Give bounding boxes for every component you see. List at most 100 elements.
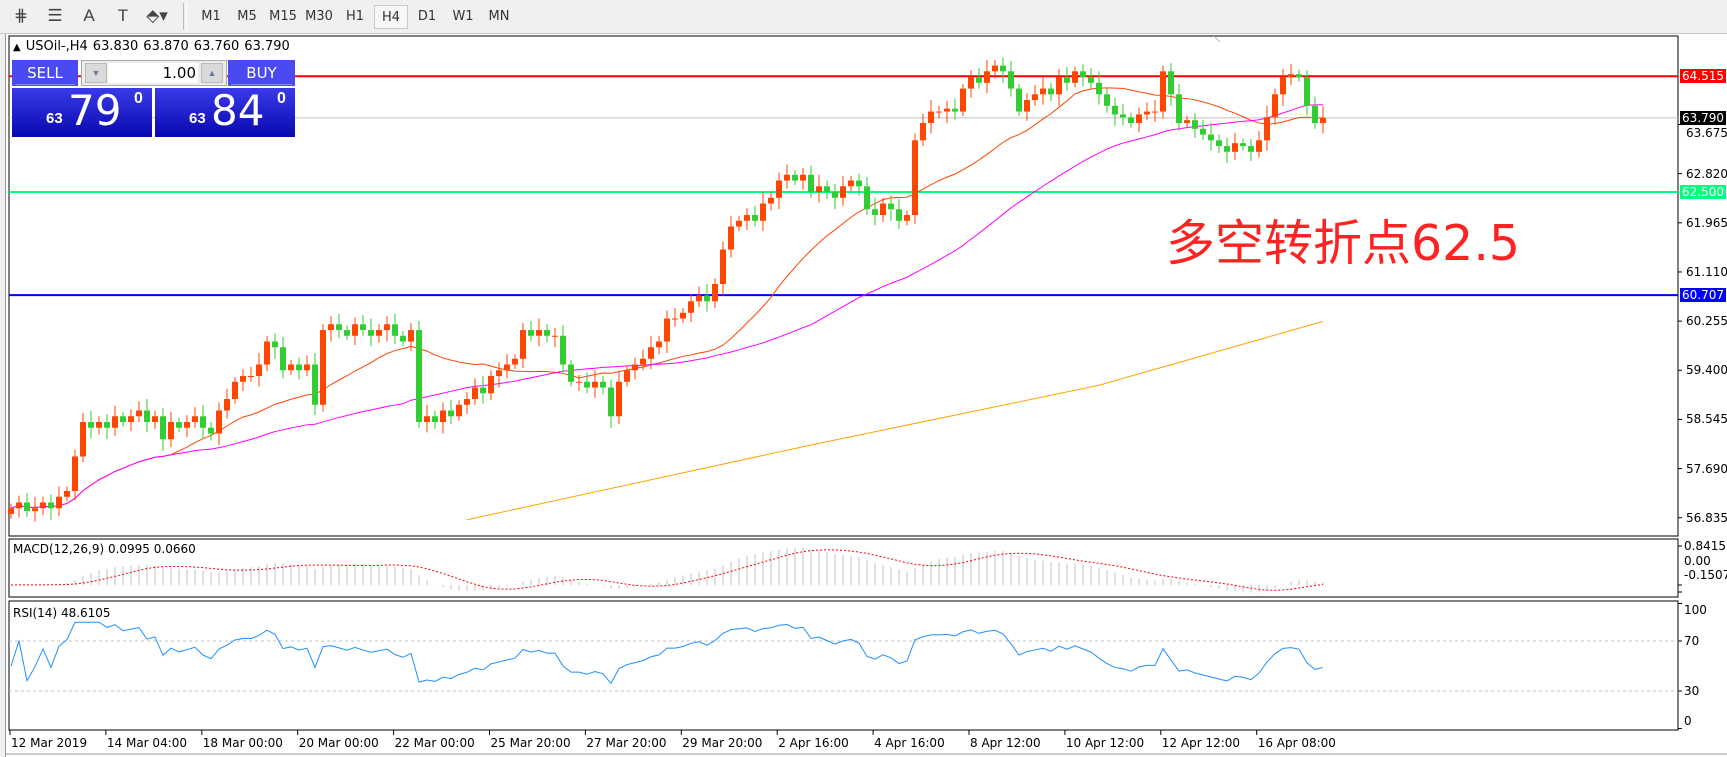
candle-body xyxy=(976,77,982,83)
rsi-axis-label: 30 xyxy=(1684,684,1700,698)
candle-body xyxy=(112,416,118,428)
timeframe-m1-button[interactable]: M1 xyxy=(201,9,221,24)
candle-body xyxy=(608,387,614,417)
macd-indicator-label: MACD(12,26,9) 0.0995 0.0660 xyxy=(13,542,196,556)
candle-body xyxy=(368,330,374,336)
date-axis-label: 8 Apr 12:00 xyxy=(970,736,1041,750)
sell-price-box[interactable]: 63 79 0 xyxy=(12,86,152,137)
candle-body xyxy=(1144,111,1150,115)
candle-body xyxy=(952,108,958,112)
candle-body xyxy=(336,324,342,331)
candles xyxy=(8,57,1326,522)
candle-body xyxy=(592,381,598,388)
lot-increase-button[interactable]: ▲ xyxy=(201,63,223,83)
candle-body xyxy=(1032,94,1038,101)
candle-body xyxy=(600,381,606,388)
candle-body xyxy=(296,364,302,371)
moving-average-long xyxy=(466,320,1324,521)
timeframe-h4-button[interactable]: H4 xyxy=(374,5,408,29)
date-axis-label: 22 Mar 00:00 xyxy=(394,736,475,750)
timeframe-w1-button[interactable]: W1 xyxy=(452,9,474,24)
candle-body xyxy=(896,209,902,221)
collapse-arrow-icon[interactable]: ▲ xyxy=(13,42,21,53)
candle-body xyxy=(208,427,214,434)
chart-window[interactable]: ▲ USOil-,H4 63.830 63.870 63.760 63.790 SELL … xyxy=(5,34,1727,757)
candle-body xyxy=(408,330,414,342)
candle-body xyxy=(136,410,142,417)
candle-body xyxy=(176,422,182,428)
timeframe-m15-button[interactable]: M15 xyxy=(269,9,297,24)
candle-body xyxy=(256,364,262,377)
candle-body xyxy=(1304,77,1310,106)
candle-body xyxy=(1048,88,1054,95)
timeframe-h1-button[interactable]: H1 xyxy=(345,9,365,24)
candle-body xyxy=(496,370,502,377)
candle-body xyxy=(376,330,382,336)
candle-body xyxy=(864,186,870,210)
date-axis-label: 29 Mar 20:00 xyxy=(682,736,763,750)
price-axis-label: 61.110 xyxy=(1686,264,1727,279)
candle-body xyxy=(1264,117,1270,141)
date-axis-label: 25 Mar 20:00 xyxy=(490,736,571,750)
lot-decrease-button[interactable]: ▼ xyxy=(85,63,107,83)
fibonacci-fan-icon[interactable]: ☰ xyxy=(47,6,63,25)
macd-axis-label: 0.8415 xyxy=(1684,539,1726,553)
candle-body xyxy=(1160,71,1166,112)
candle-body xyxy=(288,364,294,371)
timeframe-m5-button[interactable]: M5 xyxy=(237,9,257,24)
buy-button[interactable]: BUY xyxy=(228,60,295,86)
rsi-panel-frame xyxy=(8,600,1679,731)
candle-body xyxy=(240,376,246,382)
candle-body xyxy=(200,416,206,428)
low-value: 63.760 xyxy=(193,39,240,54)
candle-body xyxy=(88,422,94,428)
candle-body xyxy=(40,502,46,509)
buy-price-box[interactable]: 63 84 0 xyxy=(155,86,295,137)
high-value: 63.870 xyxy=(143,39,189,54)
price-axis-label: 57.690 xyxy=(1686,461,1727,476)
candle-body xyxy=(984,71,990,83)
candle-body xyxy=(1080,71,1086,78)
arrows-icon[interactable]: ⬘▾ xyxy=(146,6,168,25)
candle-body xyxy=(544,330,550,336)
candle-body xyxy=(1280,77,1286,95)
candle-body xyxy=(904,215,910,221)
candle-body xyxy=(728,226,734,250)
candle-body xyxy=(264,341,270,365)
rsi-axis-label: 0 xyxy=(1684,714,1692,728)
candle-body xyxy=(792,174,798,181)
sell-button[interactable]: SELL xyxy=(12,60,78,86)
open-value: 63.830 xyxy=(92,39,139,54)
candle-body xyxy=(128,416,134,423)
candle-body xyxy=(248,376,254,378)
fibonacci-expansion-icon[interactable]: ⋕ xyxy=(13,6,29,25)
candle-body xyxy=(464,399,470,405)
candle-body xyxy=(328,324,334,331)
chart-canvas[interactable] xyxy=(6,34,1727,757)
candle-body xyxy=(32,508,38,512)
rsi-axis-label: 100 xyxy=(1684,603,1707,617)
lot-size-input[interactable] xyxy=(108,63,198,83)
price-axis-label: 58.545 xyxy=(1686,412,1727,427)
timeframe-m30-button[interactable]: M30 xyxy=(305,9,333,24)
text-label-icon[interactable]: T xyxy=(117,6,129,25)
candle-body xyxy=(24,502,30,512)
text-icon[interactable]: A xyxy=(83,6,95,25)
candle-body xyxy=(688,301,694,313)
toolbar-separator xyxy=(183,3,187,30)
candle-body xyxy=(448,410,454,417)
candle-body xyxy=(512,358,518,365)
candle-body xyxy=(96,422,102,428)
timeframe-mn-button[interactable]: MN xyxy=(488,9,510,24)
candle-body xyxy=(768,197,774,204)
timeframe-d1-button[interactable]: D1 xyxy=(417,9,437,24)
candle-body xyxy=(616,381,622,417)
price-line-label: 60.707 xyxy=(1680,288,1726,303)
chart-shift-marker xyxy=(1213,35,1221,43)
one-click-trading-panel: SELL ▼ ▲ BUY 63 79 0 63 84 0 xyxy=(12,60,295,137)
buy-price-pips: 84 xyxy=(211,86,265,135)
candle-body xyxy=(720,249,726,285)
main-chart-frame xyxy=(8,35,1679,537)
candle-body xyxy=(848,180,854,187)
candle-body xyxy=(216,410,222,434)
